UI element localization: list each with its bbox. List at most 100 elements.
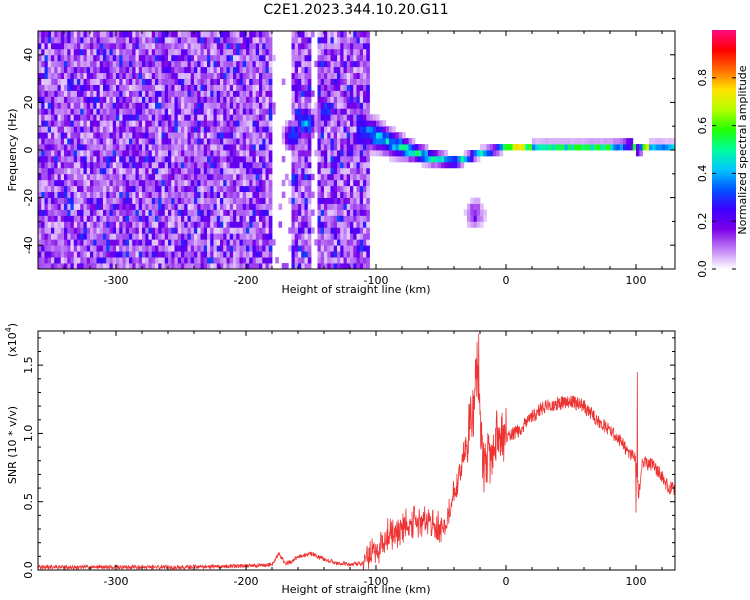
heatmap-cell	[106, 102, 110, 109]
heatmap-cell	[67, 227, 71, 234]
heatmap-cell	[311, 126, 315, 133]
heatmap-cell	[324, 161, 328, 169]
heatmap-cell	[155, 60, 159, 68]
heatmap-cell	[359, 227, 364, 234]
heatmap-cell	[220, 132, 224, 139]
heatmap-cell	[327, 215, 331, 222]
heatmap-cell	[359, 155, 364, 163]
heatmap-cell	[177, 179, 182, 187]
heatmap-cell	[90, 42, 94, 50]
heatmap-cell	[125, 155, 130, 163]
heatmap-cell	[213, 108, 218, 115]
heatmap-cell	[405, 155, 409, 163]
heatmap-cell	[311, 90, 315, 97]
heatmap-cell	[47, 36, 52, 44]
heatmap-cell	[294, 245, 299, 252]
heatmap-cell	[86, 233, 91, 240]
heatmap-cell	[106, 144, 110, 151]
heatmap-cell	[122, 239, 127, 246]
heatmap-cell	[112, 227, 117, 234]
heatmap-cell	[389, 150, 393, 157]
heatmap-cell	[60, 173, 65, 181]
heatmap-cell	[86, 66, 91, 74]
heatmap-cell	[333, 144, 338, 151]
heatmap-cell	[197, 120, 201, 127]
heatmap-cell	[132, 144, 136, 151]
heatmap-cell	[151, 257, 156, 264]
heatmap-cell	[67, 257, 71, 264]
heatmap-cell	[51, 155, 55, 163]
heatmap-cell	[177, 191, 182, 198]
heatmap-cell	[346, 126, 351, 133]
heatmap-cell	[236, 102, 240, 109]
heatmap-cell	[327, 251, 331, 258]
heatmap-cell	[350, 150, 354, 157]
heatmap-cell	[80, 114, 84, 121]
heatmap-cell	[197, 138, 201, 145]
heatmap-cell	[161, 209, 166, 216]
heatmap-cell	[135, 66, 140, 74]
heatmap-cell	[103, 203, 107, 210]
heatmap-cell	[135, 251, 140, 258]
heatmap-cell	[119, 167, 123, 175]
heatmap-cell	[330, 233, 335, 240]
heatmap-cell	[177, 48, 182, 56]
heatmap-cell	[70, 215, 75, 222]
heatmap-cell	[268, 78, 273, 85]
heatmap-cell	[132, 221, 136, 228]
heatmap-cell	[77, 90, 81, 97]
heatmap-cell	[174, 227, 179, 234]
heatmap-cell	[249, 126, 253, 133]
heatmap-cell	[210, 84, 214, 91]
heatmap-cell	[337, 197, 341, 204]
heatmap-cell	[99, 245, 104, 252]
heatmap-cell	[177, 36, 182, 44]
heatmap-cell	[73, 251, 78, 258]
heatmap-cell	[125, 108, 130, 115]
heatmap-cell	[307, 108, 312, 115]
heatmap-cell	[353, 48, 357, 56]
heatmap-cell	[145, 150, 149, 157]
heatmap-cell	[187, 72, 192, 79]
snr-series-line	[38, 333, 675, 570]
heatmap-cell	[187, 90, 192, 97]
heatmap-cell	[41, 138, 45, 145]
heatmap-cell	[298, 96, 302, 103]
heatmap-cell	[77, 54, 81, 62]
heatmap-cell	[356, 126, 361, 133]
heatmap-cell	[236, 215, 240, 222]
heatmap-cell	[164, 126, 169, 133]
heatmap-cell	[249, 161, 253, 169]
heatmap-cell	[223, 167, 227, 175]
heatmap-cell	[265, 144, 270, 151]
heatmap-cell	[158, 179, 162, 187]
heatmap-cell	[106, 54, 110, 62]
heatmap-cell	[301, 114, 305, 121]
heatmap-cell	[223, 227, 227, 234]
heatmap-cell	[294, 215, 299, 222]
heatmap-cell	[51, 78, 55, 85]
heatmap-cell	[116, 227, 120, 234]
heatmap-cell	[356, 36, 361, 44]
heatmap-cell	[272, 54, 276, 62]
heatmap-cell	[64, 173, 68, 181]
heatmap-cell	[333, 197, 338, 204]
heatmap-cell	[359, 78, 364, 85]
heatmap-cell	[337, 114, 341, 121]
heatmap-cell	[343, 54, 348, 62]
heatmap-cell	[135, 173, 140, 181]
heatmap-cell	[356, 161, 361, 169]
heatmap-cell	[424, 150, 429, 157]
heatmap-cell	[57, 120, 62, 127]
heatmap-cell	[223, 48, 227, 56]
heatmap-cell	[151, 54, 156, 62]
heatmap-cell	[327, 132, 331, 139]
heatmap-cell	[346, 66, 351, 74]
heatmap-cell	[83, 150, 88, 157]
heatmap-cell	[151, 120, 156, 127]
heatmap-cell	[252, 203, 257, 210]
heatmap-cell	[229, 251, 234, 258]
heatmap-cell	[73, 90, 78, 97]
heatmap-cell	[73, 102, 78, 109]
heatmap-cell	[86, 203, 91, 210]
